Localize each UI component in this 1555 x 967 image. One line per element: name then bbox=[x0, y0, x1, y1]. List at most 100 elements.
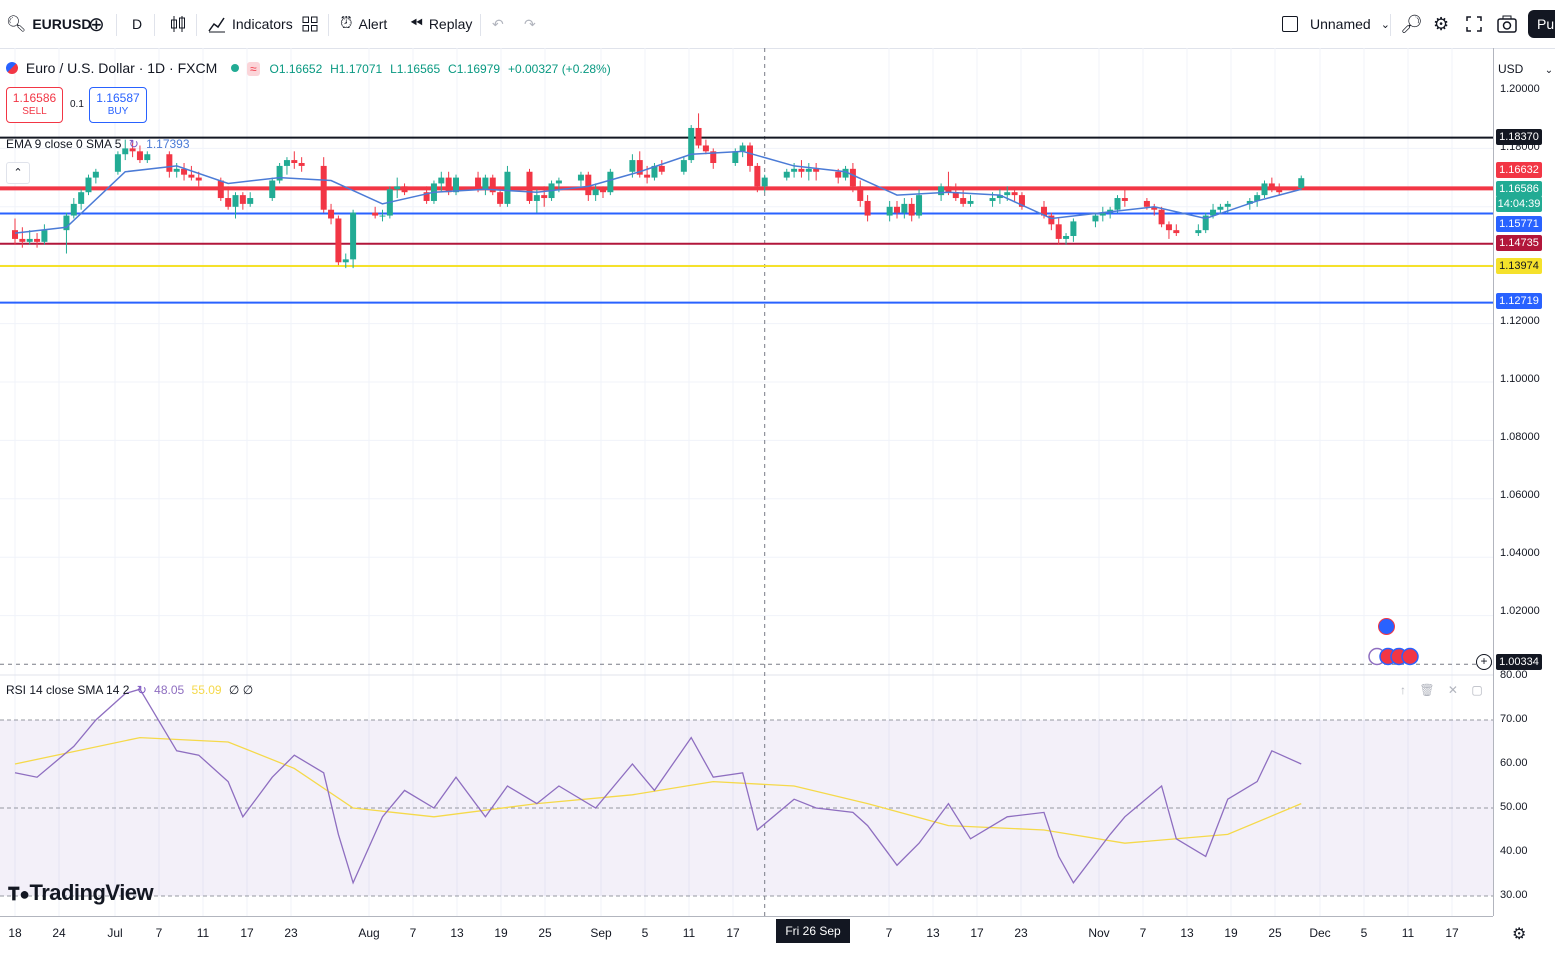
alert-label: Alert bbox=[358, 16, 388, 32]
snapshot-button[interactable] bbox=[1497, 0, 1517, 48]
candle-body bbox=[732, 151, 739, 163]
candle-body bbox=[533, 195, 540, 201]
currency-selector[interactable]: USD ⌄ bbox=[1498, 62, 1553, 76]
time-tick-label: 5 bbox=[1360, 926, 1368, 940]
price-tick-label: 70.00 bbox=[1500, 713, 1528, 725]
ohlc-change: +0.00327 (+0.28%) bbox=[507, 62, 611, 76]
price-axis-label: 14:04:39 bbox=[1496, 196, 1542, 212]
rsi-line bbox=[14, 688, 1302, 885]
time-tick-label: 7 bbox=[1139, 926, 1147, 940]
candle-body bbox=[372, 212, 379, 216]
candle-body bbox=[945, 186, 952, 193]
time-tick-label: 25 bbox=[538, 926, 552, 940]
time-scale[interactable] bbox=[0, 916, 1493, 956]
time-tick-label: 23 bbox=[284, 926, 298, 940]
candle-body bbox=[908, 203, 915, 216]
chart-settings-button[interactable]: ⚙ bbox=[1512, 924, 1526, 944]
price-scale[interactable]: USD ⌄ bbox=[1493, 48, 1555, 916]
redo-button[interactable]: ↷ bbox=[524, 0, 536, 48]
price-tick-label: 50.00 bbox=[1500, 801, 1528, 813]
candle-body bbox=[600, 189, 606, 193]
candle-body bbox=[445, 177, 452, 193]
time-tick-label: Aug bbox=[358, 926, 380, 940]
candle-body bbox=[1070, 221, 1077, 236]
candle-body bbox=[298, 163, 305, 166]
ema-legend[interactable]: EMA 9 close 0 SMA 5 ↻ 1.17393 bbox=[6, 137, 190, 151]
chevron-up-icon: ⌃ bbox=[13, 167, 23, 179]
ema-value: 1.17393 bbox=[146, 137, 190, 151]
ema-line bbox=[14, 150, 1302, 234]
candle-body bbox=[92, 171, 99, 178]
main-chart-pane[interactable] bbox=[0, 48, 1493, 916]
candle-body bbox=[938, 186, 945, 196]
fullscreen-button[interactable] bbox=[1466, 0, 1482, 48]
move-up-icon[interactable]: ↑ bbox=[1400, 683, 1406, 697]
candle-body bbox=[188, 174, 195, 178]
interval-button[interactable]: D bbox=[132, 0, 142, 48]
plus-circle-icon: ⊕ bbox=[88, 13, 105, 36]
candle-body bbox=[70, 203, 77, 216]
candle-body bbox=[967, 200, 974, 204]
quick-search-button[interactable]: 🔎︎ bbox=[1400, 0, 1423, 48]
time-tick-label: 11 bbox=[682, 926, 696, 940]
price-axis-label: 1.00334 bbox=[1496, 654, 1542, 670]
time-tick-label: Dec bbox=[1309, 926, 1331, 940]
candle-body bbox=[328, 209, 335, 219]
candle-body bbox=[247, 198, 254, 204]
candle-body bbox=[541, 195, 548, 199]
candle-body bbox=[710, 151, 717, 163]
event-marker-icon[interactable] bbox=[1378, 618, 1395, 635]
chevron-down-icon: ⌄ bbox=[1380, 18, 1390, 31]
economic-events-icon[interactable] bbox=[1368, 647, 1420, 666]
candle-body bbox=[629, 160, 636, 172]
candle-body bbox=[195, 177, 202, 181]
undo-icon: ↶ bbox=[492, 15, 504, 32]
tradingview-logo[interactable]: 𝐓●TradingView bbox=[8, 880, 154, 906]
time-tick-label: Sep bbox=[590, 926, 612, 940]
layout-selector[interactable]: Unnamed ⌄ bbox=[1282, 0, 1390, 48]
time-tick-label: 17 bbox=[726, 926, 740, 940]
add-price-button[interactable]: + bbox=[1476, 654, 1492, 670]
compare-button[interactable]: ⊕ bbox=[88, 0, 111, 48]
candle-body bbox=[166, 154, 173, 172]
close-icon[interactable]: ✕ bbox=[1447, 683, 1458, 697]
divider bbox=[328, 14, 329, 36]
candle-body bbox=[217, 180, 224, 199]
maximize-icon[interactable]: ▢ bbox=[1471, 683, 1483, 697]
replay-button[interactable]: ⏪︎ Replay bbox=[410, 0, 472, 48]
symbol-search[interactable]: 🔍︎ EURUSD bbox=[6, 0, 91, 48]
candle-body bbox=[886, 206, 893, 216]
publish-button[interactable]: Pub bbox=[1528, 10, 1555, 38]
indicators-button[interactable]: Indicators bbox=[208, 0, 293, 48]
divider bbox=[1390, 14, 1391, 36]
candle-body bbox=[680, 160, 687, 172]
buy-label: BUY bbox=[107, 106, 129, 117]
fullscreen-icon bbox=[1466, 16, 1482, 32]
candle-body bbox=[636, 160, 643, 175]
candle-body bbox=[658, 165, 665, 172]
time-tick-label: 17 bbox=[1445, 926, 1459, 940]
settings-button[interactable]: ⚙ bbox=[1433, 0, 1449, 48]
candle-body bbox=[1114, 198, 1121, 210]
alert-button[interactable]: ⏰︎ Alert bbox=[340, 0, 387, 48]
rsi-label: RSI 14 close SMA 14 2 bbox=[6, 683, 130, 697]
layouts-button[interactable] bbox=[302, 0, 318, 48]
candle-body bbox=[651, 165, 658, 178]
rsi-legend[interactable]: RSI 14 close SMA 14 2 ↻ 48.05 55.09 ∅ ∅ bbox=[6, 683, 253, 697]
candle-body bbox=[379, 215, 386, 217]
layout-name: Unnamed bbox=[1310, 16, 1371, 32]
candle-body bbox=[1143, 200, 1150, 207]
sell-button[interactable]: 1.16586 SELL bbox=[6, 87, 63, 123]
delete-icon[interactable]: 🗑︎ bbox=[1419, 683, 1435, 697]
flags-icon bbox=[1368, 647, 1419, 666]
buy-button[interactable]: 1.16587 BUY bbox=[89, 87, 147, 123]
candle-body bbox=[1261, 183, 1268, 196]
undo-button[interactable]: ↶ bbox=[492, 0, 504, 48]
tv-logo-icon: 𝐓● bbox=[8, 884, 30, 904]
candle-body bbox=[85, 177, 92, 193]
collapse-legend-button[interactable]: ⌃ bbox=[6, 162, 30, 184]
candle-body bbox=[996, 195, 1003, 199]
candle-body bbox=[754, 165, 761, 187]
symbol-description[interactable]: Euro / U.S. Dollar · 1D · FXCM bbox=[25, 60, 218, 76]
chart-type-button[interactable] bbox=[170, 0, 186, 48]
